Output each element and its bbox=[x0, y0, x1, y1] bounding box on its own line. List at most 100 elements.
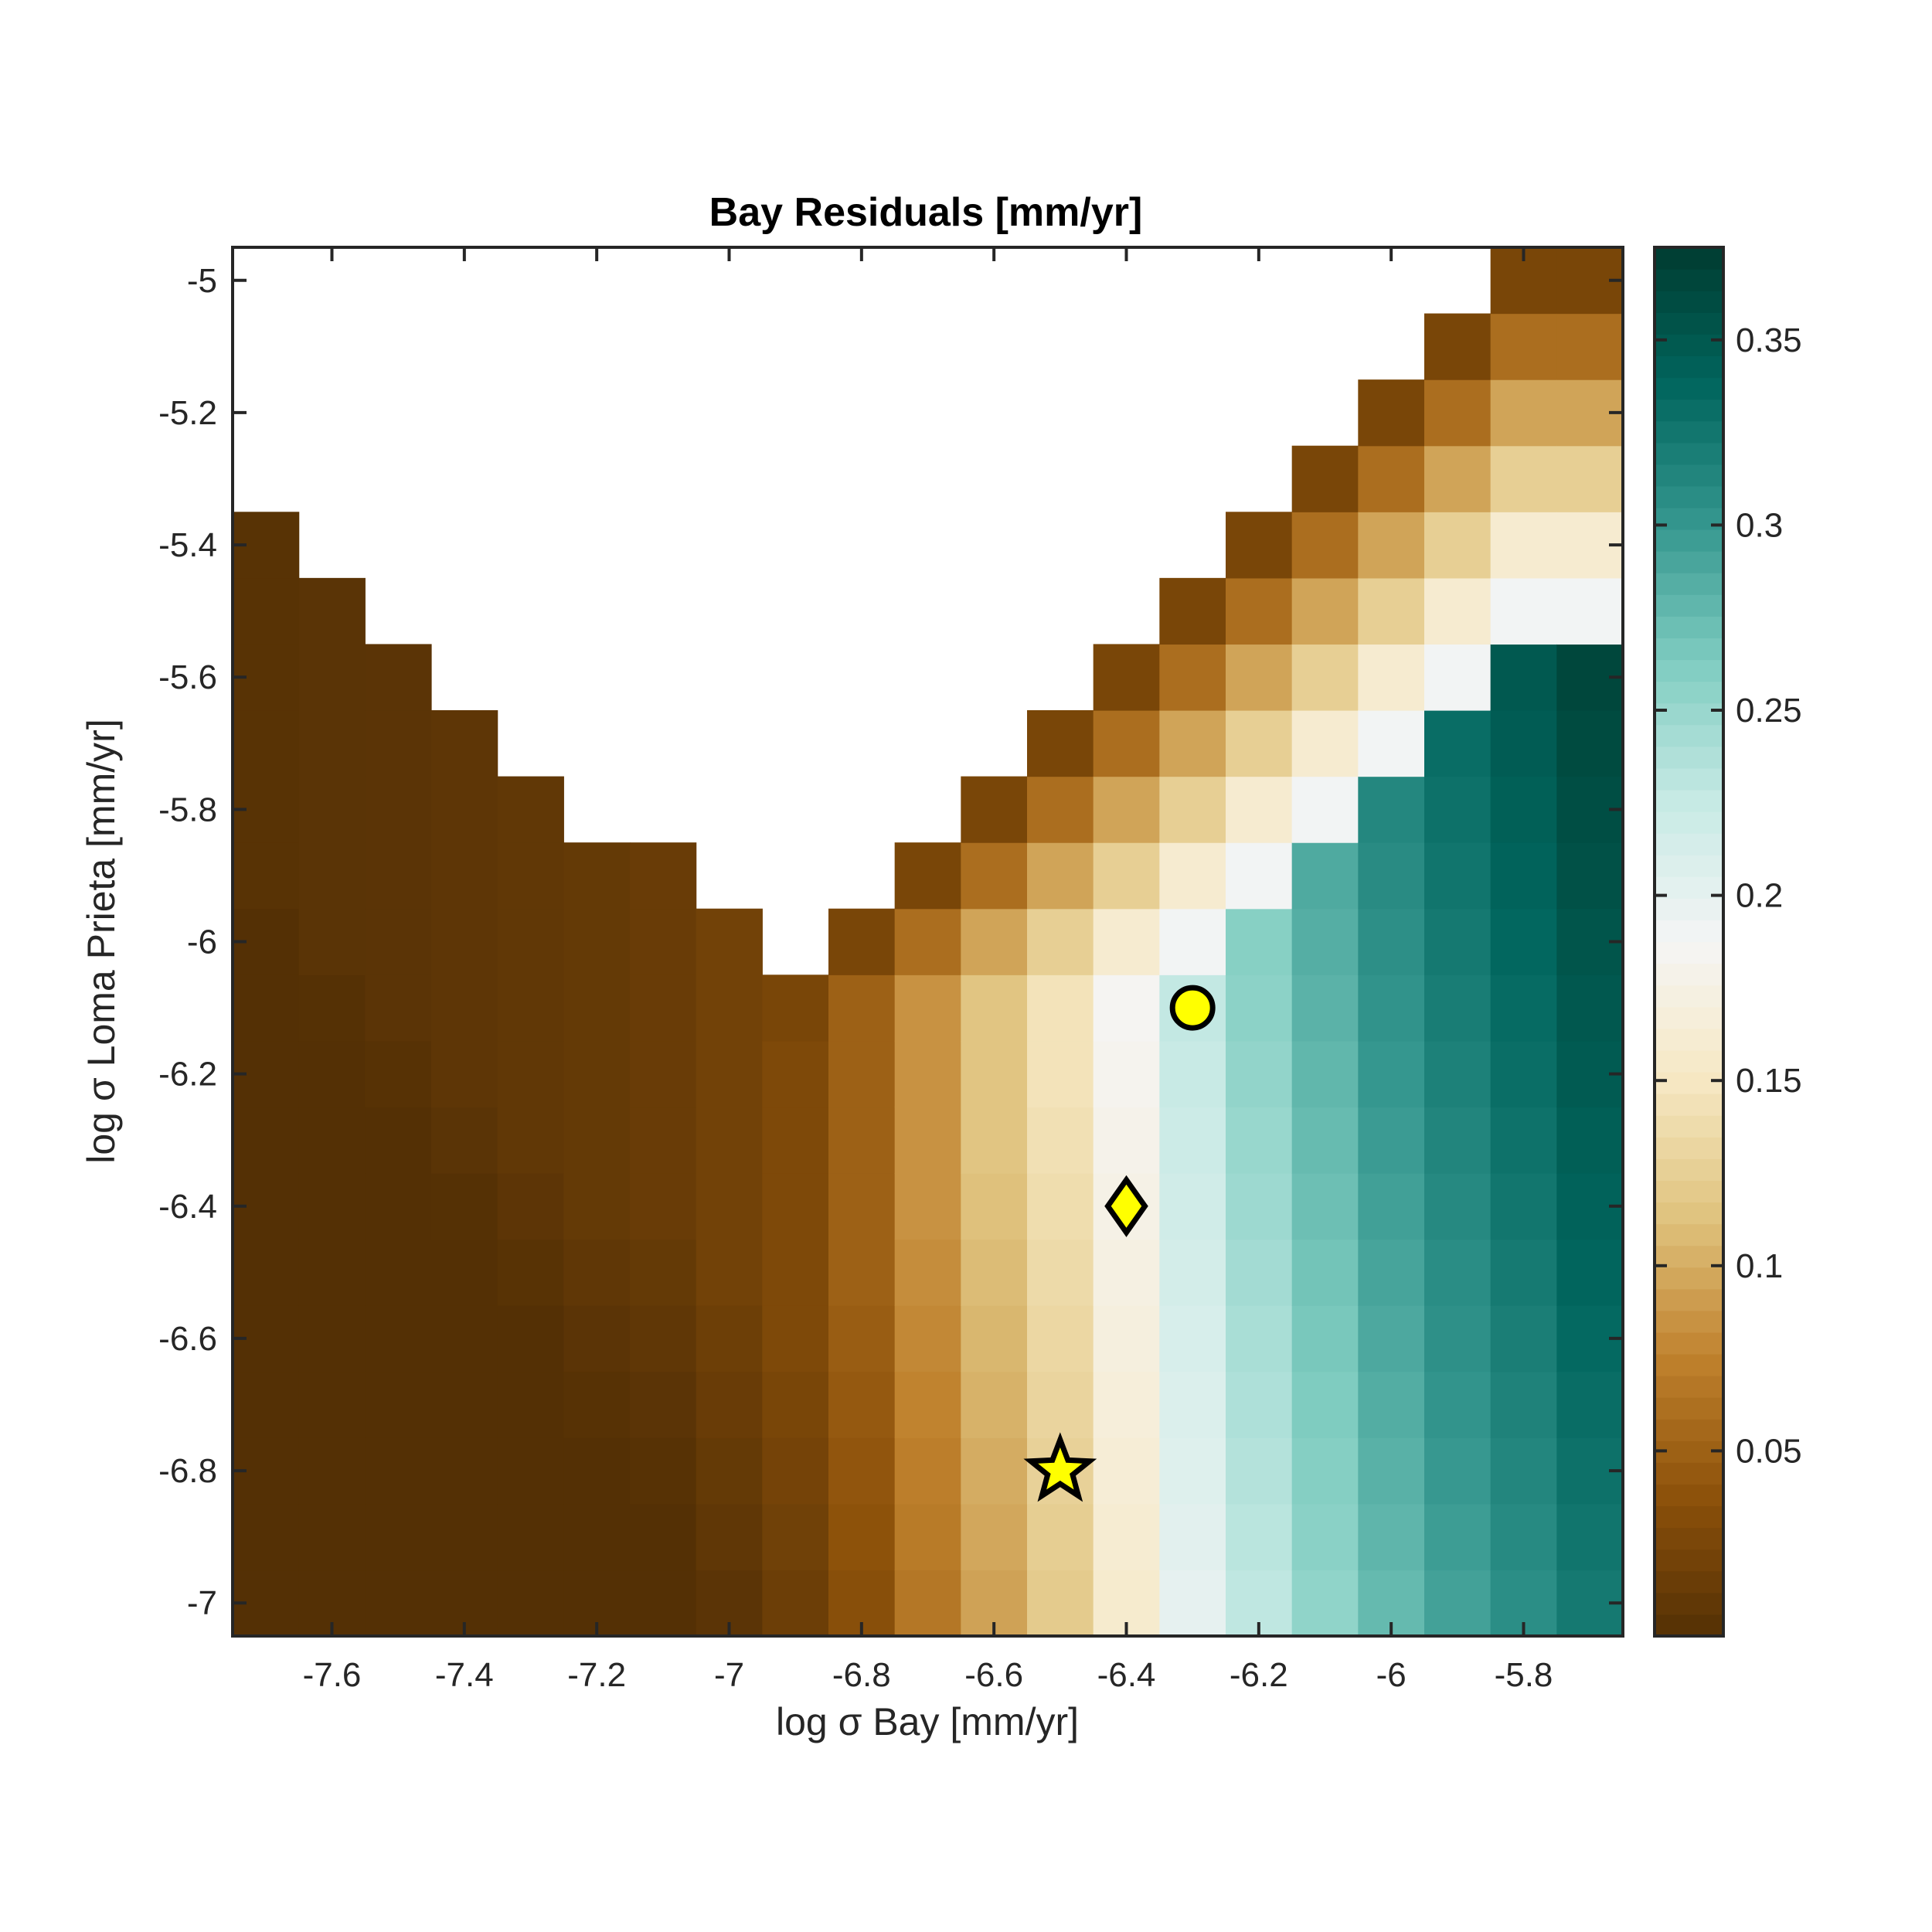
heatmap-cell bbox=[1159, 1305, 1226, 1372]
colorbar-swatch bbox=[1655, 334, 1723, 356]
heatmap-cell bbox=[1093, 776, 1160, 843]
heatmap-cell bbox=[1358, 1437, 1425, 1505]
heatmap-cell bbox=[1424, 842, 1492, 910]
colorbar-swatch bbox=[1655, 702, 1723, 726]
y-tick-label: -5 bbox=[187, 262, 217, 300]
y-tick-labels: -5 -5.2 -5.4 -5.6 -5.8 -6 -6.2 -6.4 -6.6 -6.8 -7 bbox=[158, 262, 217, 1622]
heatmap-cell bbox=[365, 908, 432, 975]
circle-marker bbox=[1169, 985, 1216, 1031]
colorbar-tick-label: 0.2 bbox=[1736, 877, 1783, 915]
heatmap-cell bbox=[1226, 644, 1293, 711]
heatmap-cell bbox=[1424, 313, 1492, 380]
heatmap-cell bbox=[1226, 1173, 1293, 1240]
colorbar-swatch bbox=[1655, 811, 1723, 834]
x-tick-label: -7.4 bbox=[435, 1656, 494, 1694]
heatmap-cell bbox=[961, 1239, 1028, 1306]
heatmap-cell bbox=[1358, 1040, 1425, 1108]
colorbar-swatch bbox=[1655, 1006, 1723, 1029]
heatmap-cell bbox=[630, 908, 697, 975]
heatmap-cell bbox=[1358, 379, 1425, 447]
heatmap-cell bbox=[1226, 1503, 1293, 1571]
heatmap-cell bbox=[696, 1173, 763, 1240]
heatmap-cell bbox=[1027, 1570, 1094, 1637]
heatmap-cell bbox=[1556, 1371, 1624, 1438]
heatmap-cell bbox=[233, 1107, 300, 1174]
heatmap-cell bbox=[630, 1503, 697, 1571]
heatmap-cell bbox=[1291, 1173, 1359, 1240]
colorbar-swatch bbox=[1655, 464, 1723, 487]
heatmap-cell bbox=[828, 908, 896, 975]
heatmap-cell bbox=[894, 1173, 961, 1240]
heatmap-cell bbox=[1556, 577, 1624, 645]
heatmap-cell bbox=[1291, 975, 1359, 1042]
heatmap-cell bbox=[1556, 313, 1624, 380]
heatmap-cell bbox=[298, 1305, 366, 1372]
heatmap-cell bbox=[1490, 313, 1557, 380]
heatmap-cell bbox=[497, 776, 564, 843]
heatmap-cell bbox=[630, 975, 697, 1042]
heatmap-cell bbox=[1027, 1503, 1094, 1571]
heatmap-cell bbox=[1027, 1305, 1094, 1372]
heatmap-cell bbox=[431, 710, 498, 777]
heatmap-cell bbox=[1226, 1371, 1293, 1438]
heatmap-cell bbox=[828, 1040, 896, 1108]
heatmap-cell bbox=[630, 842, 697, 910]
heatmap-cell bbox=[1490, 1173, 1557, 1240]
heatmap-cell bbox=[298, 1371, 366, 1438]
colorbar-swatch bbox=[1655, 1332, 1723, 1355]
heatmap-cell bbox=[497, 1107, 564, 1174]
colorbar-swatch bbox=[1655, 291, 1723, 313]
heatmap-cell bbox=[828, 1173, 896, 1240]
x-tick-label: -7.6 bbox=[303, 1656, 362, 1694]
heatmap-cell bbox=[1490, 644, 1557, 711]
heatmap-cell bbox=[1027, 1371, 1094, 1438]
heatmap-cell bbox=[298, 1239, 366, 1306]
heatmap-cell bbox=[1093, 842, 1160, 910]
heatmap-cell bbox=[365, 1040, 432, 1108]
heatmap-cell bbox=[1226, 908, 1293, 975]
heatmap-cell bbox=[1424, 512, 1492, 579]
colorbar-swatch bbox=[1655, 767, 1723, 791]
heatmap-cell bbox=[1424, 710, 1492, 777]
heatmap-cell bbox=[497, 1503, 564, 1571]
heatmap-cell bbox=[894, 1437, 961, 1505]
heatmap-cell bbox=[563, 908, 631, 975]
heatmap-cell bbox=[1291, 512, 1359, 579]
colorbar-swatch bbox=[1655, 898, 1723, 921]
heatmap-cell bbox=[961, 1437, 1028, 1505]
heatmap-cell bbox=[1358, 512, 1425, 579]
heatmap-cell bbox=[1093, 710, 1160, 777]
heatmap-cell bbox=[1556, 1503, 1624, 1571]
heatmap-cell bbox=[828, 1305, 896, 1372]
colorbar-tick-label: 0.35 bbox=[1736, 321, 1802, 359]
heatmap-cell bbox=[431, 842, 498, 910]
heatmap-cell bbox=[1358, 1371, 1425, 1438]
colorbar-swatch bbox=[1655, 594, 1723, 617]
heatmap-cell bbox=[630, 1570, 697, 1637]
heatmap-cell bbox=[1424, 1570, 1492, 1637]
heatmap-cell bbox=[431, 975, 498, 1042]
heatmap-cell bbox=[298, 975, 366, 1042]
heatmap-cell bbox=[630, 1437, 697, 1505]
heatmap-cell bbox=[1424, 1371, 1492, 1438]
heatmap-cell bbox=[1490, 975, 1557, 1042]
heatmap-cell bbox=[828, 1437, 896, 1505]
heatmap-cell bbox=[563, 1437, 631, 1505]
heatmap-cell bbox=[961, 1040, 1028, 1108]
heatmap-cell bbox=[1093, 1040, 1160, 1108]
colorbar-swatch bbox=[1655, 1353, 1723, 1376]
heatmap-cell bbox=[1424, 908, 1492, 975]
heatmap-cell bbox=[563, 975, 631, 1042]
heatmap-cell bbox=[233, 975, 300, 1042]
heatmap-cell bbox=[1490, 710, 1557, 777]
plot-frame bbox=[231, 246, 1624, 1638]
colorbar-swatch bbox=[1655, 420, 1723, 444]
heatmap-cell bbox=[1027, 776, 1094, 843]
heatmap-cell bbox=[762, 1371, 829, 1438]
heatmap-cell bbox=[894, 842, 961, 910]
colorbar-swatch bbox=[1655, 1505, 1723, 1529]
colorbar-tick-label: 0.1 bbox=[1736, 1247, 1783, 1285]
y-tick-label: -7 bbox=[187, 1584, 217, 1622]
heatmap-cell bbox=[1490, 1503, 1557, 1571]
